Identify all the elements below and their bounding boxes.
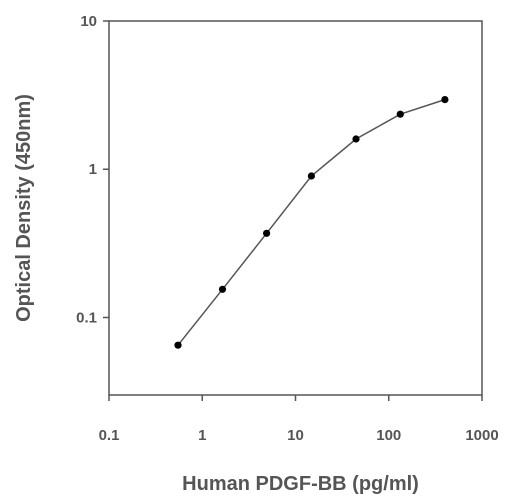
- x-tick-label: 100: [376, 427, 401, 444]
- data-point: [307, 172, 315, 180]
- data-point: [218, 285, 227, 293]
- y-tick-label: 0.1: [76, 309, 97, 326]
- y-axis-label: Optical Density (450nm): [13, 94, 35, 322]
- data-point: [441, 96, 449, 104]
- y-axis-ticks: 0.1 1 10: [76, 13, 109, 326]
- plot-area: [108, 20, 483, 396]
- x-axis-ticks: 0.1 1 10 100 1000: [99, 395, 499, 444]
- y-tick-label: 10: [80, 13, 97, 30]
- series-group: [174, 96, 449, 349]
- series-line: [177, 98, 446, 346]
- x-tick-label: 0.1: [99, 427, 120, 444]
- x-axis-label: Human PDGF-BB (pg/ml): [182, 473, 419, 495]
- x-tick-label: 10: [287, 427, 304, 444]
- y-tick-label: 1: [89, 161, 97, 178]
- x-tick-label: 1000: [465, 427, 498, 444]
- x-tick-label: 1: [198, 427, 206, 444]
- data-point: [396, 110, 404, 118]
- data-point: [263, 229, 271, 237]
- data-point: [174, 341, 182, 349]
- data-point: [352, 135, 360, 143]
